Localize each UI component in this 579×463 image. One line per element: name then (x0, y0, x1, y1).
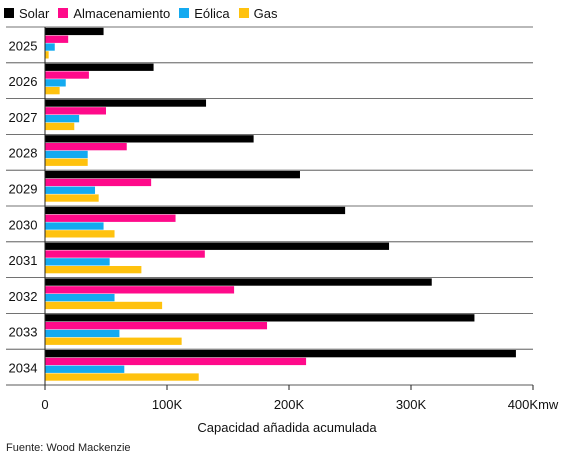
legend-label: Eólica (194, 5, 230, 21)
bar-solar (45, 171, 300, 179)
bar-solar (45, 63, 154, 71)
bar-eólica (45, 365, 125, 373)
bar-solar (45, 206, 346, 215)
category-label: 2027 (9, 110, 38, 125)
category-label: 2033 (9, 325, 38, 340)
legend-item: Almacenamiento (58, 6, 170, 21)
bar-eólica (45, 79, 66, 87)
legend-label: Solar (19, 5, 50, 21)
bar-almacenamiento (45, 357, 307, 366)
legend-swatch (238, 8, 249, 18)
bar-almacenamiento (45, 178, 152, 187)
bar-eólica (45, 294, 115, 302)
category-label: 2034 (9, 361, 38, 376)
bar-almacenamiento (45, 143, 127, 151)
x-tick-label: 100K (152, 397, 183, 412)
bar-gas (45, 122, 75, 131)
bar-eólica (45, 115, 80, 123)
bar-eólica (45, 150, 88, 159)
x-tick-label: 400Kmw (508, 397, 559, 412)
x-axis-title: Capacidad añadida acumulada (197, 420, 377, 435)
bar-solar (45, 278, 432, 286)
bar-almacenamiento (45, 107, 106, 115)
legend-swatch (179, 8, 190, 18)
category-label: 2025 (9, 38, 38, 53)
bar-almacenamiento (45, 71, 89, 79)
bar-gas (45, 51, 49, 59)
bar-eólica (45, 43, 55, 51)
x-tick-label: 300K (396, 397, 427, 412)
bar-chart: 2025 2026 2027 2028 2029 2030 2031 2032 2033 2034… (6, 26, 559, 435)
legend-label: Almacenamiento (73, 5, 171, 21)
category-label: 2026 (9, 74, 38, 89)
bar-solar (45, 99, 207, 107)
legend-label: Gas (253, 5, 278, 21)
bar-solar (45, 350, 516, 358)
bar-eólica (45, 222, 104, 230)
bar-solar (45, 27, 104, 36)
bar-gas (45, 87, 60, 95)
bar-gas (45, 373, 199, 381)
bar-gas (45, 337, 182, 345)
legend-swatch (4, 8, 14, 18)
category-label: 2029 (9, 182, 38, 197)
bar-almacenamiento (45, 286, 235, 294)
legend-item: Gas (238, 5, 278, 21)
bar-eólica (45, 258, 110, 266)
bar-gas (45, 230, 115, 238)
x-tick-label: 200K (274, 397, 305, 412)
bar-almacenamiento (45, 322, 268, 330)
category-label: 2032 (9, 289, 38, 304)
category-label: 2030 (9, 217, 38, 232)
bar-almacenamiento (45, 35, 69, 43)
bar-gas (45, 158, 88, 166)
bar-almacenamiento (45, 250, 205, 258)
source-note: Fuente: Wood Mackenzie (6, 442, 131, 454)
bar-almacenamiento (45, 214, 176, 222)
x-tick-label: 0 (41, 397, 48, 412)
bar-solar (45, 314, 475, 322)
bar-solar (45, 135, 254, 143)
category-label: 2028 (9, 146, 38, 161)
legend-swatch (58, 8, 69, 18)
legend: Solar Almacenamiento Eólica Gas (4, 4, 286, 22)
bar-gas (45, 194, 99, 202)
legend-item: Eólica (179, 5, 230, 21)
bar-gas (45, 266, 142, 274)
legend-item: Solar (4, 6, 49, 21)
category-label: 2031 (9, 253, 38, 268)
bar-eólica (45, 186, 96, 194)
bar-gas (45, 301, 163, 310)
bar-eólica (45, 329, 120, 338)
bar-solar (45, 242, 390, 250)
